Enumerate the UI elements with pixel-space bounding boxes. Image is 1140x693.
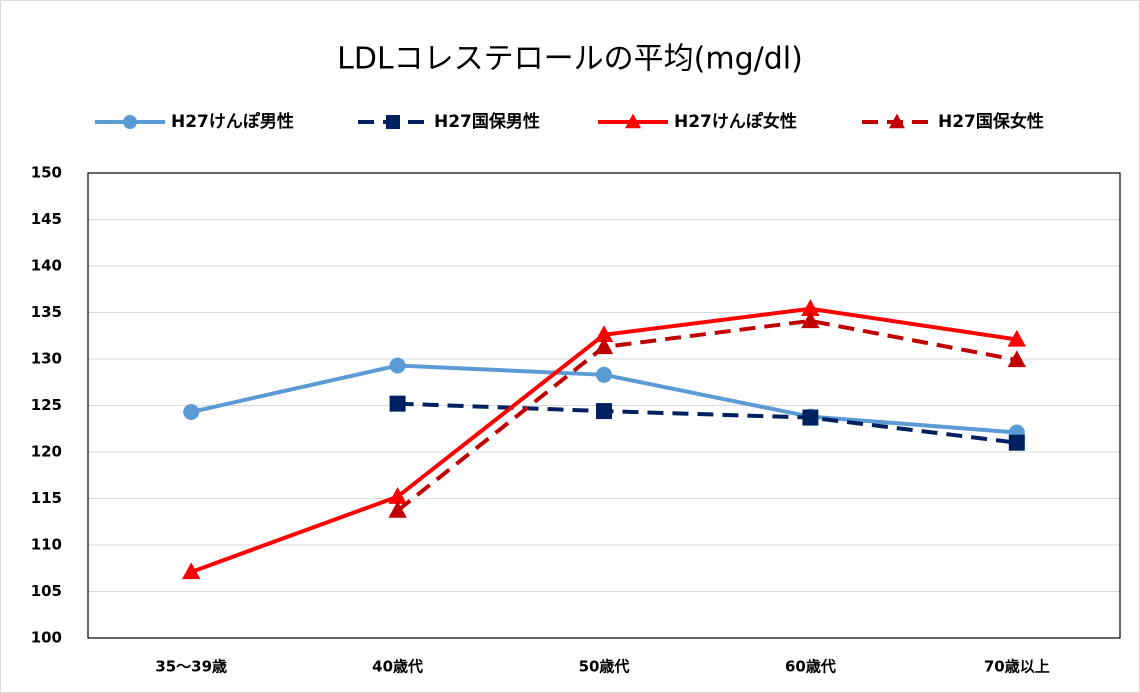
y-tick-label: 135 [31,303,62,321]
chart-title: LDLコレステロールの平均(mg/dl) [337,42,803,77]
marker [388,487,407,504]
marker [389,395,406,412]
marker [801,299,820,316]
x-tick-label: 40歳代 [372,658,423,676]
y-tick-label: 105 [31,582,62,600]
plot-border [87,172,1121,639]
series-line [396,318,1018,513]
marker [801,311,820,329]
legend-label: H27国保女性 [938,111,1044,132]
legend-label: H27けんぽ女性 [674,111,797,132]
y-tick-label: 130 [31,350,62,368]
legend-label: H27国保男性 [434,111,540,132]
marker [386,115,400,129]
marker [1008,434,1025,451]
marker [888,113,906,129]
marker [388,500,407,518]
marker [802,409,819,426]
y-tick-label: 140 [31,257,62,275]
marker [1007,350,1026,368]
legend-label: H27けんぽ男性 [171,111,294,132]
marker [624,113,642,129]
marker [123,115,137,129]
marker [594,337,614,355]
y-tick-label: 110 [31,536,62,554]
x-tick-label: 50歳代 [579,658,630,676]
x-tick-label: 60歳代 [785,658,836,676]
marker [389,357,406,374]
x-tick-label: 70歳以上 [984,658,1050,676]
marker [1007,329,1026,347]
y-tick-label: 145 [31,210,62,228]
series-line [397,401,1018,445]
marker [594,325,614,343]
x-tick-label: 35～39歳 [155,658,227,676]
y-tick-label: 115 [31,489,62,507]
marker [183,404,200,421]
y-tick-label: 125 [31,396,62,414]
y-tick-label: 150 [31,164,62,182]
marker [182,562,201,580]
y-tick-label: 120 [31,443,62,461]
y-tick-label: 100 [31,629,62,647]
marker [596,403,612,420]
marker [596,366,612,383]
